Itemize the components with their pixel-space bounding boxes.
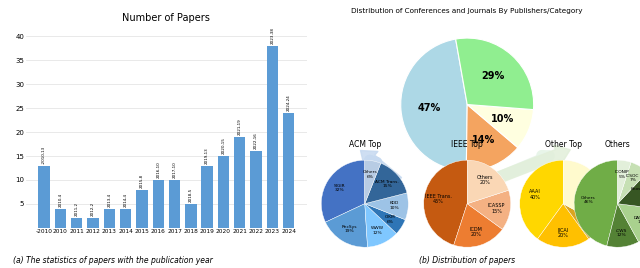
Wedge shape — [538, 204, 589, 247]
Text: 2016,10: 2016,10 — [156, 161, 160, 178]
Text: 2019,13: 2019,13 — [205, 147, 209, 164]
Text: CiKM
6%: CiKM 6% — [385, 215, 395, 224]
Wedge shape — [618, 172, 640, 209]
Text: ACM Trans.
15%: ACM Trans. 15% — [375, 180, 399, 188]
Bar — [38, 166, 50, 228]
Bar — [202, 166, 213, 228]
Text: (b) Distribution of papers: (b) Distribution of papers — [419, 256, 515, 265]
Text: ICASSP
15%: ICASSP 15% — [488, 203, 505, 214]
Text: ICONIP
5%: ICONIP 5% — [615, 170, 630, 178]
Text: IEEE Trans.
45%: IEEE Trans. 45% — [424, 194, 451, 204]
Text: 2020,15: 2020,15 — [221, 137, 225, 154]
Text: ICDM
20%: ICDM 20% — [470, 227, 483, 237]
Wedge shape — [365, 204, 405, 233]
Wedge shape — [618, 160, 631, 204]
Wedge shape — [467, 105, 518, 171]
Title: IEEE Top: IEEE Top — [451, 140, 483, 148]
Bar — [104, 209, 115, 228]
Title: Other Top: Other Top — [545, 140, 582, 148]
Wedge shape — [467, 105, 534, 148]
Wedge shape — [574, 160, 618, 246]
Text: ICSOC
7%: ICSOC 7% — [626, 174, 639, 182]
Wedge shape — [456, 38, 534, 110]
Text: Knowl.Based.
Syst.
15%: Knowl.Based. Syst. 15% — [631, 187, 640, 200]
Bar — [136, 189, 148, 228]
Text: 2018,5: 2018,5 — [189, 188, 193, 202]
Wedge shape — [618, 204, 640, 242]
Wedge shape — [365, 193, 408, 220]
Text: 14%: 14% — [472, 135, 495, 145]
Bar — [185, 204, 196, 228]
Text: 2023,38: 2023,38 — [270, 27, 275, 44]
Wedge shape — [618, 162, 640, 204]
Text: 10%: 10% — [492, 114, 515, 124]
Text: -2010,13: -2010,13 — [42, 146, 46, 164]
Title: Number of Papers: Number of Papers — [122, 13, 211, 23]
Text: Others
33%: Others 33% — [580, 183, 597, 194]
Bar — [267, 46, 278, 228]
Wedge shape — [607, 204, 639, 247]
Wedge shape — [424, 160, 467, 245]
Wedge shape — [563, 204, 602, 239]
Wedge shape — [401, 39, 467, 171]
Bar — [120, 209, 131, 228]
Text: RecSys
19%: RecSys 19% — [342, 225, 358, 233]
Bar — [71, 218, 83, 228]
Text: 2021,19: 2021,19 — [238, 118, 242, 135]
Text: 2024,24: 2024,24 — [287, 94, 291, 111]
Text: DASFAA
15%: DASFAA 15% — [634, 216, 640, 225]
Wedge shape — [467, 190, 511, 229]
Text: iCWS
12%: iCWS 12% — [616, 229, 627, 237]
Text: 2011,2: 2011,2 — [75, 202, 79, 216]
Text: 2010,4: 2010,4 — [58, 193, 63, 207]
Text: SDM
7%: SDM 7% — [580, 218, 591, 228]
Text: 47%: 47% — [417, 103, 440, 113]
Text: WWW
12%: WWW 12% — [371, 226, 384, 234]
Wedge shape — [520, 160, 563, 239]
Text: AAAI
40%: AAAI 40% — [529, 189, 541, 200]
Text: Others
6%: Others 6% — [363, 170, 378, 179]
Title: ACM Top: ACM Top — [349, 140, 381, 148]
Wedge shape — [325, 204, 367, 247]
Text: 2015,8: 2015,8 — [140, 173, 144, 188]
Text: Distribution of Conferences and Journals By Publishers/Category: Distribution of Conferences and Journals… — [351, 8, 583, 14]
Text: 2012,2: 2012,2 — [91, 202, 95, 216]
Text: 2017,10: 2017,10 — [173, 161, 177, 178]
Text: Others
20%: Others 20% — [476, 174, 493, 185]
Wedge shape — [365, 204, 397, 247]
Text: 2013,4: 2013,4 — [108, 193, 111, 207]
Text: KDD
10%: KDD 10% — [390, 201, 399, 210]
Text: 2014,4: 2014,4 — [124, 193, 127, 207]
Wedge shape — [365, 160, 381, 204]
Wedge shape — [365, 163, 407, 204]
Text: Others
46%: Others 46% — [581, 196, 596, 204]
Title: Others: Others — [605, 140, 630, 148]
Bar — [218, 156, 229, 228]
Text: SIGIR
32%: SIGIR 32% — [334, 184, 346, 192]
Bar — [152, 180, 164, 228]
Text: 2022,16: 2022,16 — [254, 132, 258, 149]
Wedge shape — [563, 160, 607, 225]
Wedge shape — [467, 160, 509, 204]
Bar — [283, 113, 294, 228]
Text: IJCAI
20%: IJCAI 20% — [557, 228, 569, 239]
Bar — [250, 151, 262, 228]
Bar — [234, 137, 246, 228]
Bar — [87, 218, 99, 228]
Wedge shape — [454, 204, 502, 247]
Wedge shape — [321, 160, 365, 222]
Text: (a) The statistics of papers with the publication year: (a) The statistics of papers with the pu… — [13, 256, 212, 265]
Bar — [169, 180, 180, 228]
Bar — [54, 209, 66, 228]
Text: 29%: 29% — [481, 71, 505, 81]
